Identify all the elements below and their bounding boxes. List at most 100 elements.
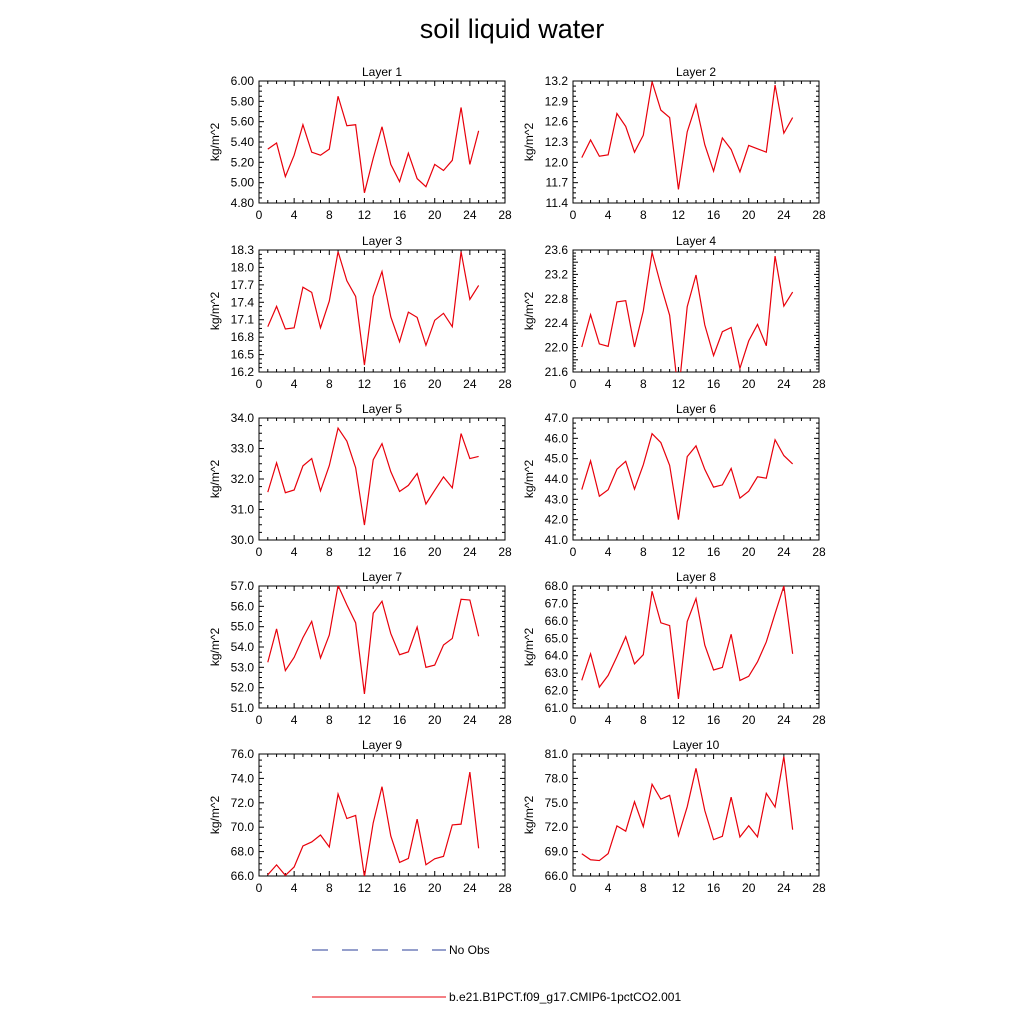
series-line — [581, 756, 794, 862]
y-tick-label: 61.0 — [545, 701, 569, 715]
x-tick-label: 0 — [256, 881, 263, 895]
x-tick-label: 12 — [358, 881, 372, 895]
y-tick-label: 23.6 — [545, 243, 569, 257]
y-tick-label: 6.00 — [231, 74, 255, 88]
y-tick-label: 66.0 — [545, 869, 569, 883]
y-tick-label: 66.0 — [231, 869, 255, 883]
x-tick-label: 4 — [605, 881, 612, 895]
x-tick-label: 28 — [498, 881, 512, 895]
plot-frame — [572, 80, 820, 204]
y-tick-label: 12.0 — [545, 155, 569, 169]
y-tick-label: 12.3 — [545, 135, 569, 149]
x-tick-label: 16 — [393, 377, 407, 391]
y-tick-label: 43.0 — [545, 492, 569, 506]
panel-layer-4: Layer 4 kg/m^2 0 4 8 12 16 20 24 28 21.6 22.0 22.4 22… — [522, 234, 826, 391]
y-tick-label: 5.60 — [231, 115, 255, 129]
x-tick-label: 24 — [463, 377, 477, 391]
y-tick-label: 16.5 — [231, 348, 255, 362]
series-line — [581, 432, 794, 520]
series-line — [581, 586, 794, 700]
panel-title: Layer 3 — [362, 234, 402, 248]
series-line — [267, 96, 480, 193]
x-tick-label: 12 — [358, 377, 372, 391]
panel-title: Layer 10 — [673, 738, 720, 752]
x-tick-label: 20 — [742, 377, 756, 391]
x-tick-label: 8 — [640, 545, 647, 559]
plot-frame — [258, 753, 506, 877]
plot-frame — [258, 585, 506, 709]
x-tick-label: 0 — [570, 377, 577, 391]
y-tick-label: 42.0 — [545, 513, 569, 527]
x-tick-label: 24 — [463, 208, 477, 222]
plot-frame — [572, 585, 820, 709]
x-tick-label: 24 — [777, 208, 791, 222]
x-tick-label: 24 — [777, 713, 791, 727]
x-tick-label: 20 — [742, 208, 756, 222]
y-tick-label: 5.40 — [231, 135, 255, 149]
panel-layer-5: Layer 5 kg/m^2 0 4 8 12 16 20 24 28 30.0 31.0 32.0 33… — [208, 402, 512, 559]
y-tick-label: 68.0 — [231, 845, 255, 859]
y-tick-label: 12.6 — [545, 115, 569, 129]
y-tick-label: 22.4 — [545, 316, 569, 330]
x-tick-label: 4 — [291, 881, 298, 895]
x-tick-label: 28 — [812, 208, 826, 222]
x-tick-label: 0 — [256, 713, 263, 727]
x-tick-label: 20 — [428, 377, 442, 391]
panel-title: Layer 9 — [362, 738, 402, 752]
y-tick-label: 17.1 — [231, 313, 255, 327]
x-tick-label: 24 — [777, 545, 791, 559]
y-tick-label: 41.0 — [545, 533, 569, 547]
y-axis-label: kg/m^2 — [522, 628, 536, 667]
panel-layer-8: Layer 8 kg/m^2 0 4 8 12 16 20 24 28 61.0 62.0 63.0 64… — [522, 570, 826, 727]
x-tick-label: 24 — [777, 377, 791, 391]
series-line — [267, 771, 480, 876]
y-tick-label: 22.0 — [545, 341, 569, 355]
panel-layer-7: Layer 7 kg/m^2 0 4 8 12 16 20 24 28 51.0 52.0 53.0 54… — [208, 570, 512, 727]
x-tick-label: 28 — [812, 713, 826, 727]
x-tick-label: 20 — [742, 881, 756, 895]
y-axis-label: kg/m^2 — [208, 460, 222, 499]
panel-title: Layer 8 — [676, 570, 716, 584]
plot-frame — [258, 417, 506, 541]
x-tick-label: 20 — [428, 208, 442, 222]
x-tick-label: 28 — [498, 377, 512, 391]
y-tick-label: 45.0 — [545, 452, 569, 466]
y-tick-label: 22.8 — [545, 292, 569, 306]
y-tick-label: 16.2 — [231, 365, 255, 379]
y-tick-label: 23.2 — [545, 267, 569, 281]
x-tick-label: 4 — [605, 377, 612, 391]
panel-title: Layer 6 — [676, 402, 716, 416]
x-tick-label: 28 — [498, 208, 512, 222]
y-axis-label: kg/m^2 — [208, 628, 222, 667]
x-tick-label: 4 — [291, 208, 298, 222]
x-tick-label: 16 — [393, 545, 407, 559]
x-tick-label: 20 — [428, 713, 442, 727]
x-tick-label: 28 — [812, 377, 826, 391]
y-tick-label: 54.0 — [231, 640, 255, 654]
y-tick-label: 32.0 — [231, 472, 255, 486]
y-tick-label: 34.0 — [231, 411, 255, 425]
plot-frame — [572, 753, 820, 877]
y-tick-label: 78.0 — [545, 771, 569, 785]
plot-frame — [572, 249, 820, 373]
x-tick-label: 12 — [672, 377, 686, 391]
x-tick-label: 24 — [463, 545, 477, 559]
y-tick-label: 17.7 — [231, 278, 255, 292]
y-tick-label: 52.0 — [231, 681, 255, 695]
x-tick-label: 16 — [393, 208, 407, 222]
x-tick-label: 28 — [812, 881, 826, 895]
x-tick-label: 0 — [570, 881, 577, 895]
y-tick-label: 21.6 — [545, 365, 569, 379]
x-tick-label: 16 — [707, 377, 721, 391]
series-line — [267, 251, 480, 366]
x-tick-label: 16 — [393, 713, 407, 727]
x-tick-label: 28 — [498, 545, 512, 559]
y-tick-label: 31.0 — [231, 503, 255, 517]
y-tick-label: 33.0 — [231, 442, 255, 456]
y-tick-label: 68.0 — [545, 579, 569, 593]
series-line — [267, 426, 479, 526]
x-tick-label: 4 — [291, 713, 298, 727]
y-tick-label: 65.0 — [545, 631, 569, 645]
x-tick-label: 16 — [707, 545, 721, 559]
